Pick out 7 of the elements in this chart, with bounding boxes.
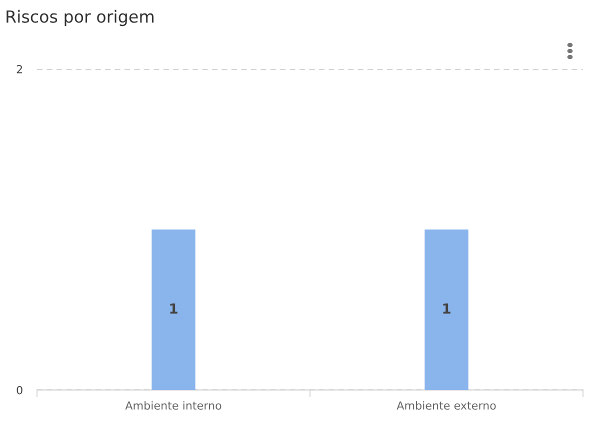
y-tick-label: 0 xyxy=(16,386,22,394)
chart-title: Riscos por origem xyxy=(6,10,154,26)
data-label: 1 xyxy=(443,303,450,314)
x-tick-label: Ambiente externo xyxy=(396,401,496,410)
data-label: 1 xyxy=(170,303,178,314)
y-tick-label: 2 xyxy=(16,64,22,74)
x-tick-label: Ambiente interno xyxy=(125,401,222,410)
